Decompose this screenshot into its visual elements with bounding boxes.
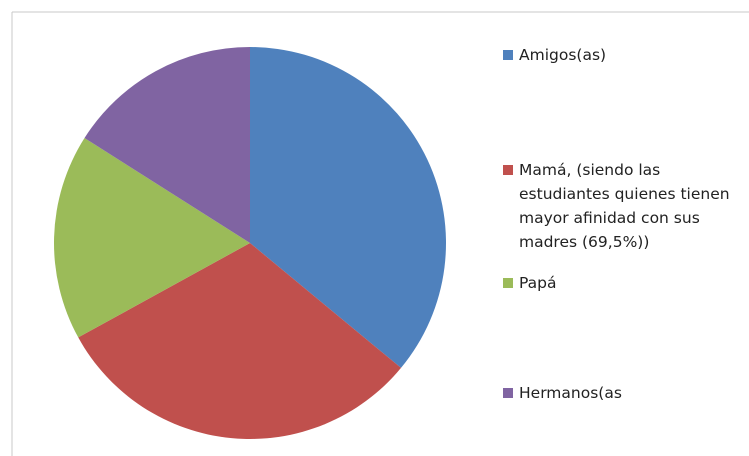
pie-slice	[78, 243, 402, 439]
legend-label: Amigos(as)	[519, 46, 607, 64]
pie-slice	[250, 47, 446, 368]
legend-swatch	[503, 278, 513, 288]
legend-item: Amigos(as)	[503, 43, 743, 67]
pie-slice	[54, 137, 250, 338]
legend-item: Hermanos(as	[503, 381, 743, 405]
legend-label: Mamá, (siendo las estudiantes quienes ti…	[519, 161, 730, 251]
legend-item: Papá	[503, 271, 743, 295]
legend-swatch	[503, 165, 513, 175]
legend-swatch	[503, 50, 513, 60]
legend-item: Mamá, (siendo las estudiantes quienes ti…	[503, 158, 743, 254]
legend-label: Papá	[519, 274, 557, 292]
pie-slice	[84, 47, 251, 243]
legend-label: Hermanos(as	[519, 384, 622, 402]
legend-swatch	[503, 388, 513, 398]
